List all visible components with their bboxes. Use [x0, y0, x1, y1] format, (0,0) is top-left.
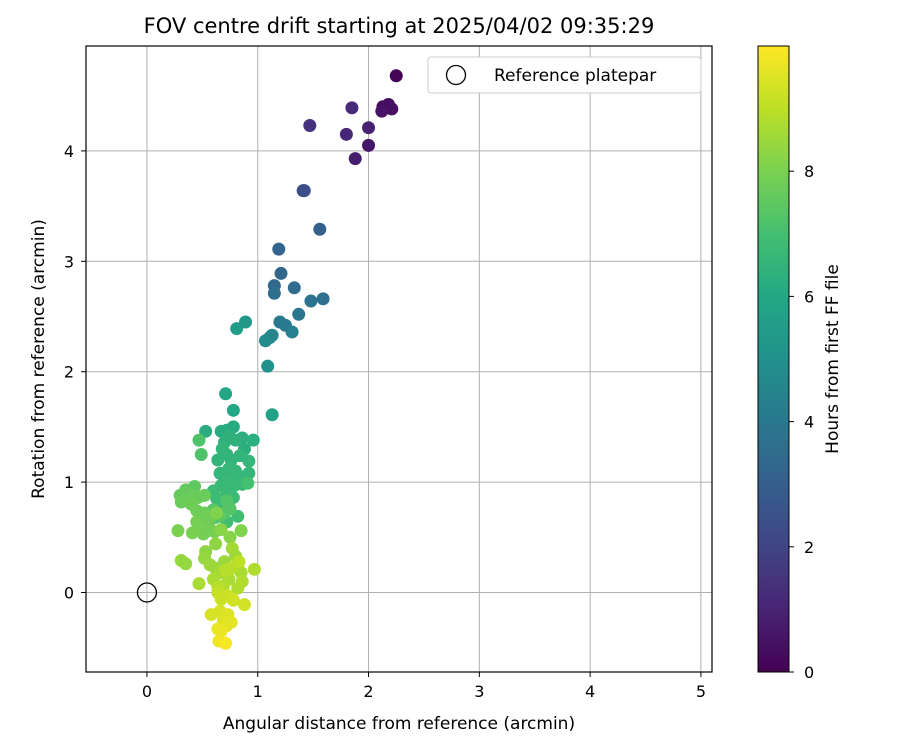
scatter-point: [194, 448, 208, 462]
scatter-point: [230, 322, 244, 336]
colorbar-label: Hours from first FF file: [823, 264, 843, 454]
scatter-point: [362, 138, 376, 152]
plot-frame: [85, 45, 713, 673]
scatter-point: [292, 307, 306, 321]
scatter-point: [192, 433, 206, 447]
y-tick-label: 1: [64, 473, 74, 492]
scatter-point: [232, 555, 246, 569]
scatter-point: [223, 530, 237, 544]
legend-marker-open-circle: [445, 64, 467, 86]
scatter-point: [239, 315, 253, 329]
x-tick-label: 5: [696, 682, 706, 701]
scatter-point: [196, 527, 210, 541]
scatter-point: [339, 127, 353, 141]
legend-box: [427, 56, 702, 94]
scatter-point: [304, 294, 318, 308]
scatter-point: [235, 574, 249, 588]
scatter-point: [272, 242, 286, 256]
colorbar-tick-label: 0: [804, 663, 814, 682]
scatter-point: [285, 325, 299, 339]
colorbar-tick-label: 4: [804, 413, 814, 432]
scatter-point: [348, 152, 362, 166]
scatter-point: [214, 624, 228, 638]
scatter-point: [185, 526, 199, 540]
colorbar-tick-label: 2: [804, 538, 814, 557]
scatter-point: [274, 266, 288, 280]
scatter-point: [234, 524, 248, 538]
scatter-point: [297, 184, 311, 198]
scatter-point: [214, 523, 228, 537]
scatter-point: [214, 592, 228, 606]
scatter-point: [385, 102, 399, 116]
x-tick-label: 0: [142, 682, 152, 701]
scatter-point: [226, 403, 240, 417]
scatter-point: [242, 454, 256, 468]
scatter-point: [316, 292, 330, 306]
y-axis-ticks: 0 1 2 3 4: [64, 142, 86, 603]
scatter-point: [210, 506, 224, 520]
y-axis-label: Rotation from reference (arcmin): [29, 219, 49, 499]
scatter-points: [171, 69, 403, 650]
scatter-point: [303, 118, 317, 132]
scatter-point: [192, 577, 206, 591]
scatter-point: [211, 453, 225, 467]
scatter-point: [219, 636, 233, 650]
y-tick-label: 2: [64, 363, 74, 382]
scatter-point: [219, 387, 233, 401]
x-tick-label: 3: [474, 682, 484, 701]
scatter-point: [198, 488, 212, 502]
colorbar-tick-label: 8: [804, 162, 814, 181]
scatter-point: [199, 424, 213, 438]
scatter-point: [375, 104, 389, 118]
colorbar: 0 2 4 6 8 Hours from first FF file: [757, 45, 843, 682]
y-tick-label: 4: [64, 142, 74, 161]
scatter-point: [267, 286, 281, 300]
scatter-point: [345, 101, 359, 115]
scatter-point: [179, 557, 193, 571]
x-axis-label: Angular distance from reference (arcmin): [223, 714, 575, 734]
colorbar-ticks: 0 2 4 6 8: [789, 162, 814, 682]
legend-label: Reference platepar: [494, 66, 656, 86]
colorbar-gradient: [757, 45, 790, 673]
scatter-point: [237, 598, 251, 612]
y-tick-label: 3: [64, 252, 74, 271]
colorbar-tick-label: 6: [804, 287, 814, 306]
scatter-point: [241, 476, 255, 490]
scatter-point: [313, 222, 327, 236]
scatter-point: [171, 524, 185, 538]
legend: Reference platepar: [427, 56, 702, 94]
scatter-point: [174, 495, 188, 509]
scatter-point: [225, 541, 239, 555]
scatter-point: [362, 121, 376, 135]
chart-title: FOV centre drift starting at 2025/04/02 …: [144, 14, 655, 38]
scatter-point: [287, 281, 301, 295]
x-axis-ticks: 0 1 2 3 4 5: [142, 672, 706, 701]
scatter-point: [209, 537, 223, 551]
grid-lines: [86, 46, 712, 672]
scatter-point: [389, 69, 403, 83]
scatter-point: [258, 334, 272, 348]
scatter-point: [265, 408, 279, 422]
x-tick-label: 2: [363, 682, 373, 701]
scatter-point: [242, 466, 256, 480]
reference-platepar-marker: [136, 582, 158, 603]
x-tick-label: 1: [253, 682, 263, 701]
scatter-point: [247, 562, 261, 576]
scatter-point: [246, 433, 260, 447]
scatter-point: [261, 359, 275, 373]
scatter-point: [226, 593, 240, 607]
x-tick-label: 4: [585, 682, 595, 701]
y-tick-label: 0: [64, 584, 74, 603]
